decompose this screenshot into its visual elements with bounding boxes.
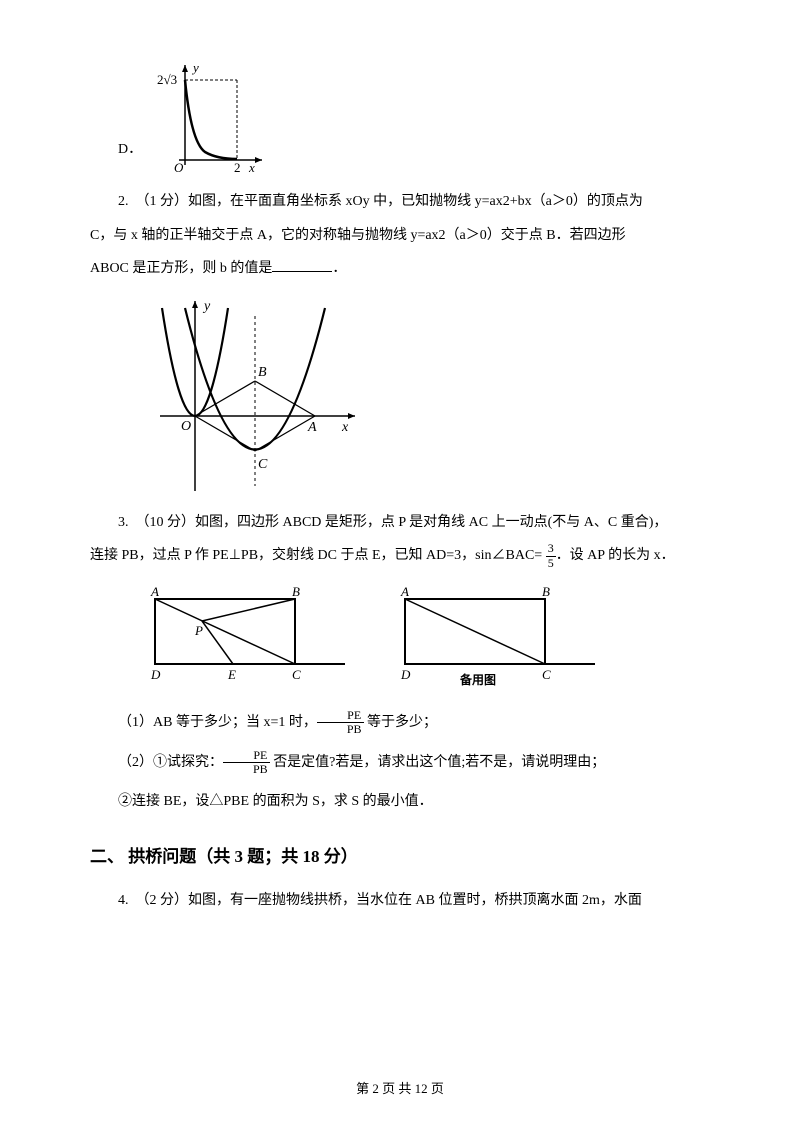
svg-text:E: E bbox=[227, 667, 236, 682]
svg-text:A: A bbox=[150, 587, 159, 599]
q2-line3b: ． bbox=[332, 261, 346, 276]
option-d-label: D． bbox=[118, 133, 142, 175]
q2-line3a: ABOC 是正方形，则 b 的值是 bbox=[90, 261, 272, 276]
svg-text:y: y bbox=[191, 60, 199, 75]
q3-fig-right: A B C D 备用图 bbox=[390, 587, 600, 692]
svg-text:D: D bbox=[400, 667, 411, 682]
section-2-title: 二、 拱桥问题（共 3 题；共 18 分） bbox=[90, 837, 710, 878]
q3-figures: A B C D E P A B C D 备用图 bbox=[140, 587, 710, 692]
svg-text:B: B bbox=[292, 587, 300, 599]
q2-figure: y O B A C x bbox=[150, 296, 710, 496]
svg-text:C: C bbox=[258, 457, 268, 472]
q3-s1b: 等于多少； bbox=[364, 715, 438, 730]
svg-text:P: P bbox=[194, 623, 203, 638]
svg-text:D: D bbox=[150, 667, 161, 682]
svg-text:备用图: 备用图 bbox=[459, 672, 496, 687]
svg-text:y: y bbox=[202, 299, 211, 314]
svg-text:A: A bbox=[400, 587, 409, 599]
blank-field bbox=[272, 258, 332, 272]
q3-l2b: ．设 AP 的长为 x． bbox=[556, 548, 675, 563]
frac-3-5: 35 bbox=[546, 542, 556, 569]
option-d-row: D． 2√3 y O 2 x bbox=[90, 60, 710, 175]
svg-text:A: A bbox=[307, 420, 317, 435]
svg-text:2√3: 2√3 bbox=[157, 72, 177, 87]
svg-text:x: x bbox=[248, 160, 255, 175]
svg-text:C: C bbox=[542, 667, 551, 682]
q3-sub2: （2）①试探究：PEPB 否是定值?若是，请求出这个值;若不是，请说明理由； bbox=[90, 746, 710, 780]
svg-text:B: B bbox=[542, 587, 550, 599]
svg-text:x: x bbox=[341, 420, 349, 435]
q3-fig-left: A B C D E P bbox=[140, 587, 350, 692]
svg-text:B: B bbox=[258, 365, 267, 380]
q2-line3: ABOC 是正方形，则 b 的值是 ． bbox=[90, 252, 710, 286]
q3-l2a: 连接 PB，过点 P 作 PE⊥PB，交射线 DC 于点 E，已知 AD=3，s… bbox=[90, 548, 546, 563]
page-footer: 第 2 页 共 12 页 bbox=[0, 1073, 800, 1104]
frac-pe-pb-2: PEPB bbox=[223, 749, 270, 776]
svg-text:O: O bbox=[174, 160, 184, 175]
q4-line1: 4. （2 分）如图，有一座抛物线拱桥，当水位在 AB 位置时，桥拱顶离水面 2… bbox=[90, 884, 710, 918]
option-d-graph: 2√3 y O 2 x bbox=[157, 60, 267, 175]
q2-line2: C，与 x 轴的正半轴交于点 A，它的对称轴与抛物线 y=ax2（a＞0）交于点… bbox=[90, 219, 710, 253]
q3-s1a: （1）AB 等于多少；当 x=1 时， bbox=[118, 715, 317, 730]
q3-line1: 3. （10 分）如图，四边形 ABCD 是矩形，点 P 是对角线 AC 上一动… bbox=[90, 506, 710, 540]
q3-sub1: （1）AB 等于多少；当 x=1 时，PEPB 等于多少； bbox=[90, 706, 710, 740]
svg-text:2: 2 bbox=[234, 160, 241, 175]
q3-s2a: （2）①试探究： bbox=[118, 755, 223, 770]
q3-s2b: 否是定值?若是，请求出这个值;若不是，请说明理由； bbox=[270, 755, 606, 770]
svg-text:C: C bbox=[292, 667, 301, 682]
frac-pe-pb-1: PEPB bbox=[317, 709, 364, 736]
svg-text:O: O bbox=[181, 419, 191, 434]
q3-line2: 连接 PB，过点 P 作 PE⊥PB，交射线 DC 于点 E，已知 AD=3，s… bbox=[90, 539, 710, 573]
q3-sub3: ②连接 BE，设△PBE 的面积为 S，求 S 的最小值． bbox=[90, 785, 710, 819]
q2-line1: 2. （1 分）如图，在平面直角坐标系 xOy 中，已知抛物线 y=ax2+bx… bbox=[90, 185, 710, 219]
